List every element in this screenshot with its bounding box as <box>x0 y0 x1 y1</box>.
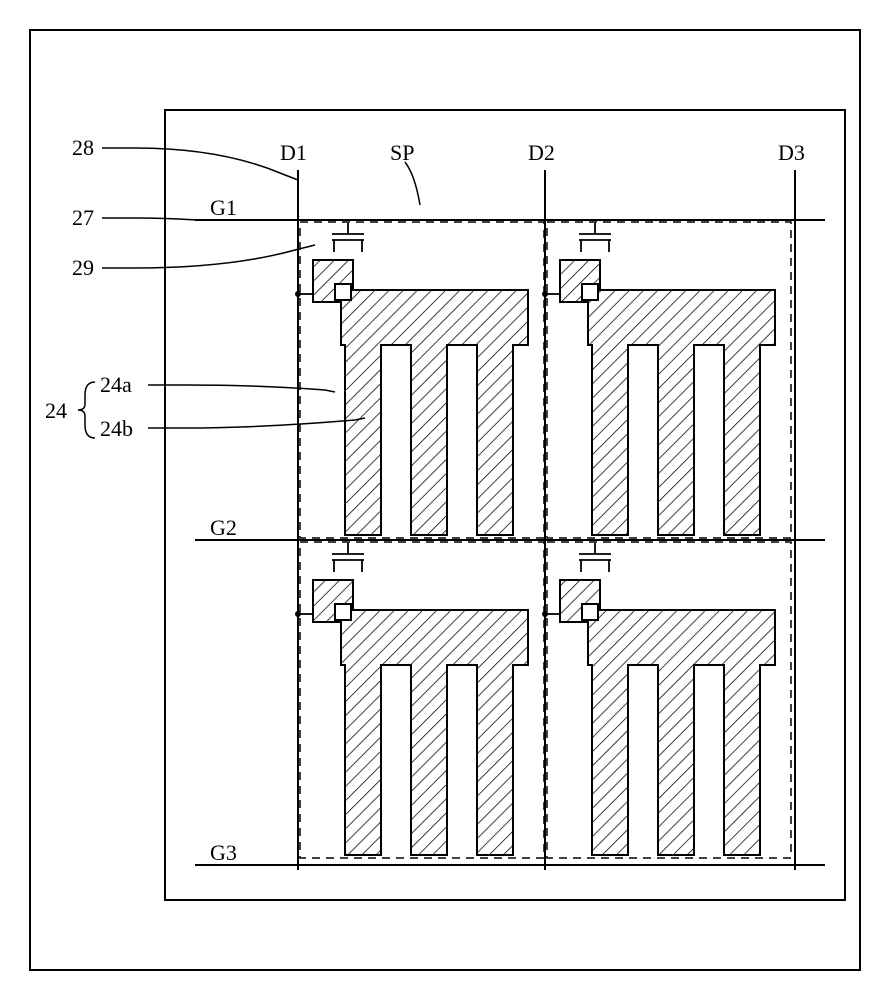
leader-24b <box>148 418 365 428</box>
pixel-electrode <box>313 260 528 535</box>
label-24a: 24a <box>100 372 132 397</box>
label-G2: G2 <box>210 515 237 540</box>
leader-24a <box>148 385 335 392</box>
pixel-electrode <box>313 580 528 855</box>
diagram-container: D1 D2 D3 SP G1 G2 G3 28 27 29 24 24a 24b <box>0 0 887 1000</box>
circuit-diagram: D1 D2 D3 SP G1 G2 G3 28 27 29 24 24a 24b <box>0 0 887 1000</box>
label-28: 28 <box>72 135 94 160</box>
subpixel <box>542 222 791 538</box>
label-D1: D1 <box>280 140 307 165</box>
leader-28 <box>102 148 298 180</box>
leader-29 <box>102 245 315 268</box>
label-SP: SP <box>390 140 414 165</box>
brace-24 <box>78 382 95 438</box>
label-29: 29 <box>72 255 94 280</box>
label-G3: G3 <box>210 840 237 865</box>
subpixel <box>295 542 544 858</box>
label-D2: D2 <box>528 140 555 165</box>
subpixel <box>542 542 791 858</box>
label-24: 24 <box>45 398 67 423</box>
label-27: 27 <box>72 205 94 230</box>
pixel-electrode <box>560 260 775 535</box>
pixel-electrode <box>560 580 775 855</box>
label-24b: 24b <box>100 416 133 441</box>
label-D3: D3 <box>778 140 805 165</box>
leader-27 <box>102 218 197 220</box>
leader-SP <box>405 162 420 205</box>
label-G1: G1 <box>210 195 237 220</box>
subpixel <box>295 222 544 538</box>
